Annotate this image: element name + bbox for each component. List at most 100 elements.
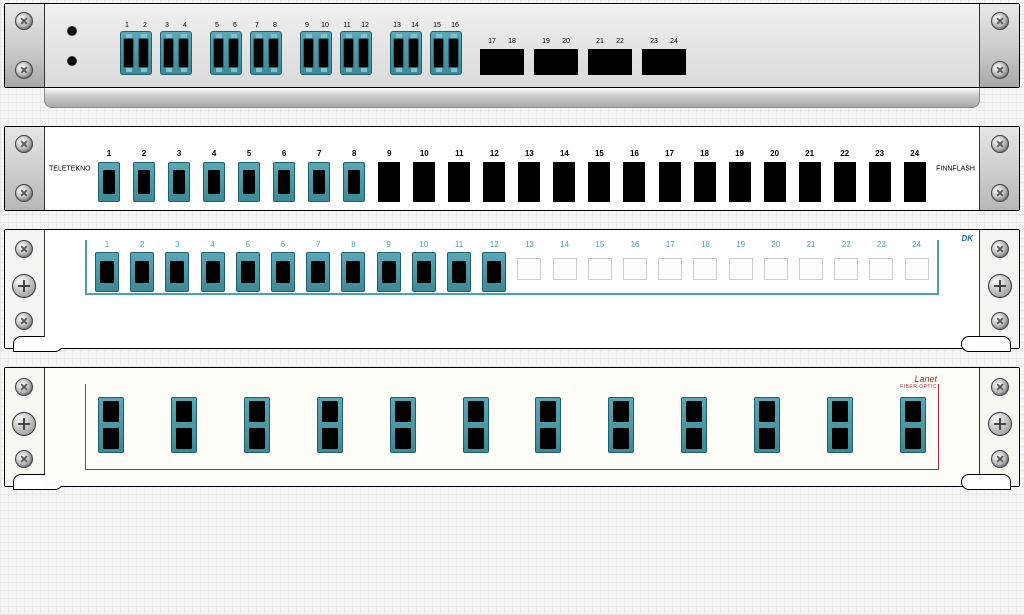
mounting-screw	[15, 378, 33, 396]
sc-simplex-port[interactable]: 2	[130, 149, 158, 202]
fiber-hole-icon	[395, 428, 411, 449]
sc-simplex-port[interactable]: 3	[165, 149, 193, 202]
empty-slot-icon	[588, 258, 612, 280]
sc-duplex-port[interactable]	[900, 397, 926, 453]
brand-logo: DK	[961, 234, 973, 243]
sc-duplex-port[interactable]	[390, 397, 416, 453]
sc-duplex-port[interactable]: 1314	[390, 22, 422, 75]
blank-cover-icon	[659, 162, 681, 202]
sc-duplex-port[interactable]	[754, 397, 780, 453]
sc-duplex-port[interactable]: 910	[300, 22, 332, 75]
sc-simplex-port[interactable]: 7	[304, 240, 332, 292]
sc-simplex-port[interactable]: 8	[340, 149, 368, 202]
sc-connector-icon	[340, 31, 372, 75]
sc-duplex-port[interactable]	[317, 397, 343, 453]
sc-duplex-port[interactable]: 78	[250, 22, 282, 75]
port-number: 3	[160, 22, 174, 29]
sc-duplex-port[interactable]: 12	[120, 22, 152, 75]
sc-duplex-port[interactable]	[535, 397, 561, 453]
sc-duplex-port[interactable]: 1516	[430, 22, 462, 75]
sc-simplex-port[interactable]: 4	[200, 149, 228, 202]
release-lever[interactable]	[961, 336, 1011, 352]
rack-ear-left	[5, 127, 45, 210]
empty-slot-icon	[905, 258, 929, 280]
blank-cover-icon	[588, 49, 632, 75]
rack-ear-right	[979, 230, 1019, 348]
sc-connector-icon	[236, 252, 260, 292]
empty-slot: 19	[727, 240, 755, 280]
fiber-hole-icon	[832, 428, 848, 449]
port-number: 4	[178, 22, 192, 29]
sc-simplex-port[interactable]: 7	[305, 149, 333, 202]
sc-simplex-port[interactable]: 5	[235, 149, 263, 202]
sc-duplex-port[interactable]	[681, 397, 707, 453]
blank-cover-icon	[869, 162, 891, 202]
sc-connector-icon	[130, 252, 154, 292]
sc-duplex-port[interactable]: 34	[160, 22, 192, 75]
sc-duplex-port[interactable]	[98, 397, 124, 453]
port-number: 4	[210, 240, 214, 249]
port-number: 19	[736, 240, 745, 249]
blank-slot: 24	[901, 149, 929, 202]
sc-simplex-port[interactable]: 1	[95, 149, 123, 202]
port-number: 1	[107, 149, 111, 158]
patch-panel-4: Lanet FIBER OPTIC	[4, 367, 1020, 487]
sc-duplex-port[interactable]	[827, 397, 853, 453]
blank-slot: 15	[585, 149, 613, 202]
sc-simplex-port[interactable]: 2	[128, 240, 156, 292]
sc-simplex-port[interactable]: 1	[93, 240, 121, 292]
brand-label-right: FINNFLASH	[936, 165, 975, 172]
blank-slot: 23	[866, 149, 894, 202]
port-number: 2	[138, 22, 152, 29]
port-number: 18	[700, 149, 709, 158]
sc-simplex-port[interactable]: 8	[339, 240, 367, 292]
sc-simplex-port[interactable]: 4	[199, 240, 227, 292]
cable-tray	[44, 88, 980, 108]
fiber-hole-icon	[249, 401, 265, 422]
duplex-group: 5678	[210, 22, 282, 75]
port-number: 21	[807, 240, 816, 249]
empty-slot-icon	[553, 258, 577, 280]
sc-simplex-port[interactable]: 6	[270, 149, 298, 202]
sc-simplex-port[interactable]: 9	[375, 240, 403, 292]
blank-cover-icon	[623, 162, 645, 202]
sc-duplex-port[interactable]: 1112	[340, 22, 372, 75]
sc-simplex-port[interactable]: 6	[269, 240, 297, 292]
port-number: 1	[105, 240, 109, 249]
sc-simplex-port[interactable]: 12	[480, 240, 508, 292]
release-lever[interactable]	[961, 474, 1011, 490]
sc-duplex-port[interactable]	[463, 397, 489, 453]
port-number: 7	[250, 22, 264, 29]
port-number: 11	[455, 149, 463, 158]
sc-simplex-port[interactable]: 3	[163, 240, 191, 292]
blank-cover-icon	[483, 162, 505, 202]
port-number: 24	[667, 38, 681, 45]
port-number: 5	[210, 22, 224, 29]
port-number: 6	[282, 149, 286, 158]
port-number: 7	[317, 149, 321, 158]
sc-simplex-port[interactable]: 10	[410, 240, 438, 292]
blank-cover-icon	[553, 162, 575, 202]
sc-duplex-port[interactable]	[608, 397, 634, 453]
port-number: 19	[735, 149, 744, 158]
sc-simplex-port[interactable]: 5	[234, 240, 262, 292]
blank-slot: 22	[831, 149, 859, 202]
blank-cover-icon	[378, 162, 400, 202]
sc-duplex-port[interactable]: 56	[210, 22, 242, 75]
sc-connector-icon	[447, 252, 471, 292]
sc-duplex-port[interactable]	[171, 397, 197, 453]
port-number: 7	[316, 240, 320, 249]
sc-simplex-port[interactable]: 11	[445, 240, 473, 292]
blank-cover-icon	[588, 162, 610, 202]
blank-slot: 11	[445, 149, 473, 202]
panel-faceplate: TELETEKNO 123456789101112131415161718192…	[45, 127, 979, 210]
port-number: 12	[490, 149, 499, 158]
port-number: 24	[910, 149, 919, 158]
sc-connector-icon	[98, 162, 120, 202]
empty-slot-icon	[517, 258, 541, 280]
blank-slot: 2122	[588, 38, 632, 75]
rack-stack: 123456789101112131415161718192021222324 …	[0, 0, 1024, 490]
sc-duplex-port[interactable]	[244, 397, 270, 453]
blank-cover-icon	[448, 162, 470, 202]
port-number: 18	[505, 38, 519, 45]
